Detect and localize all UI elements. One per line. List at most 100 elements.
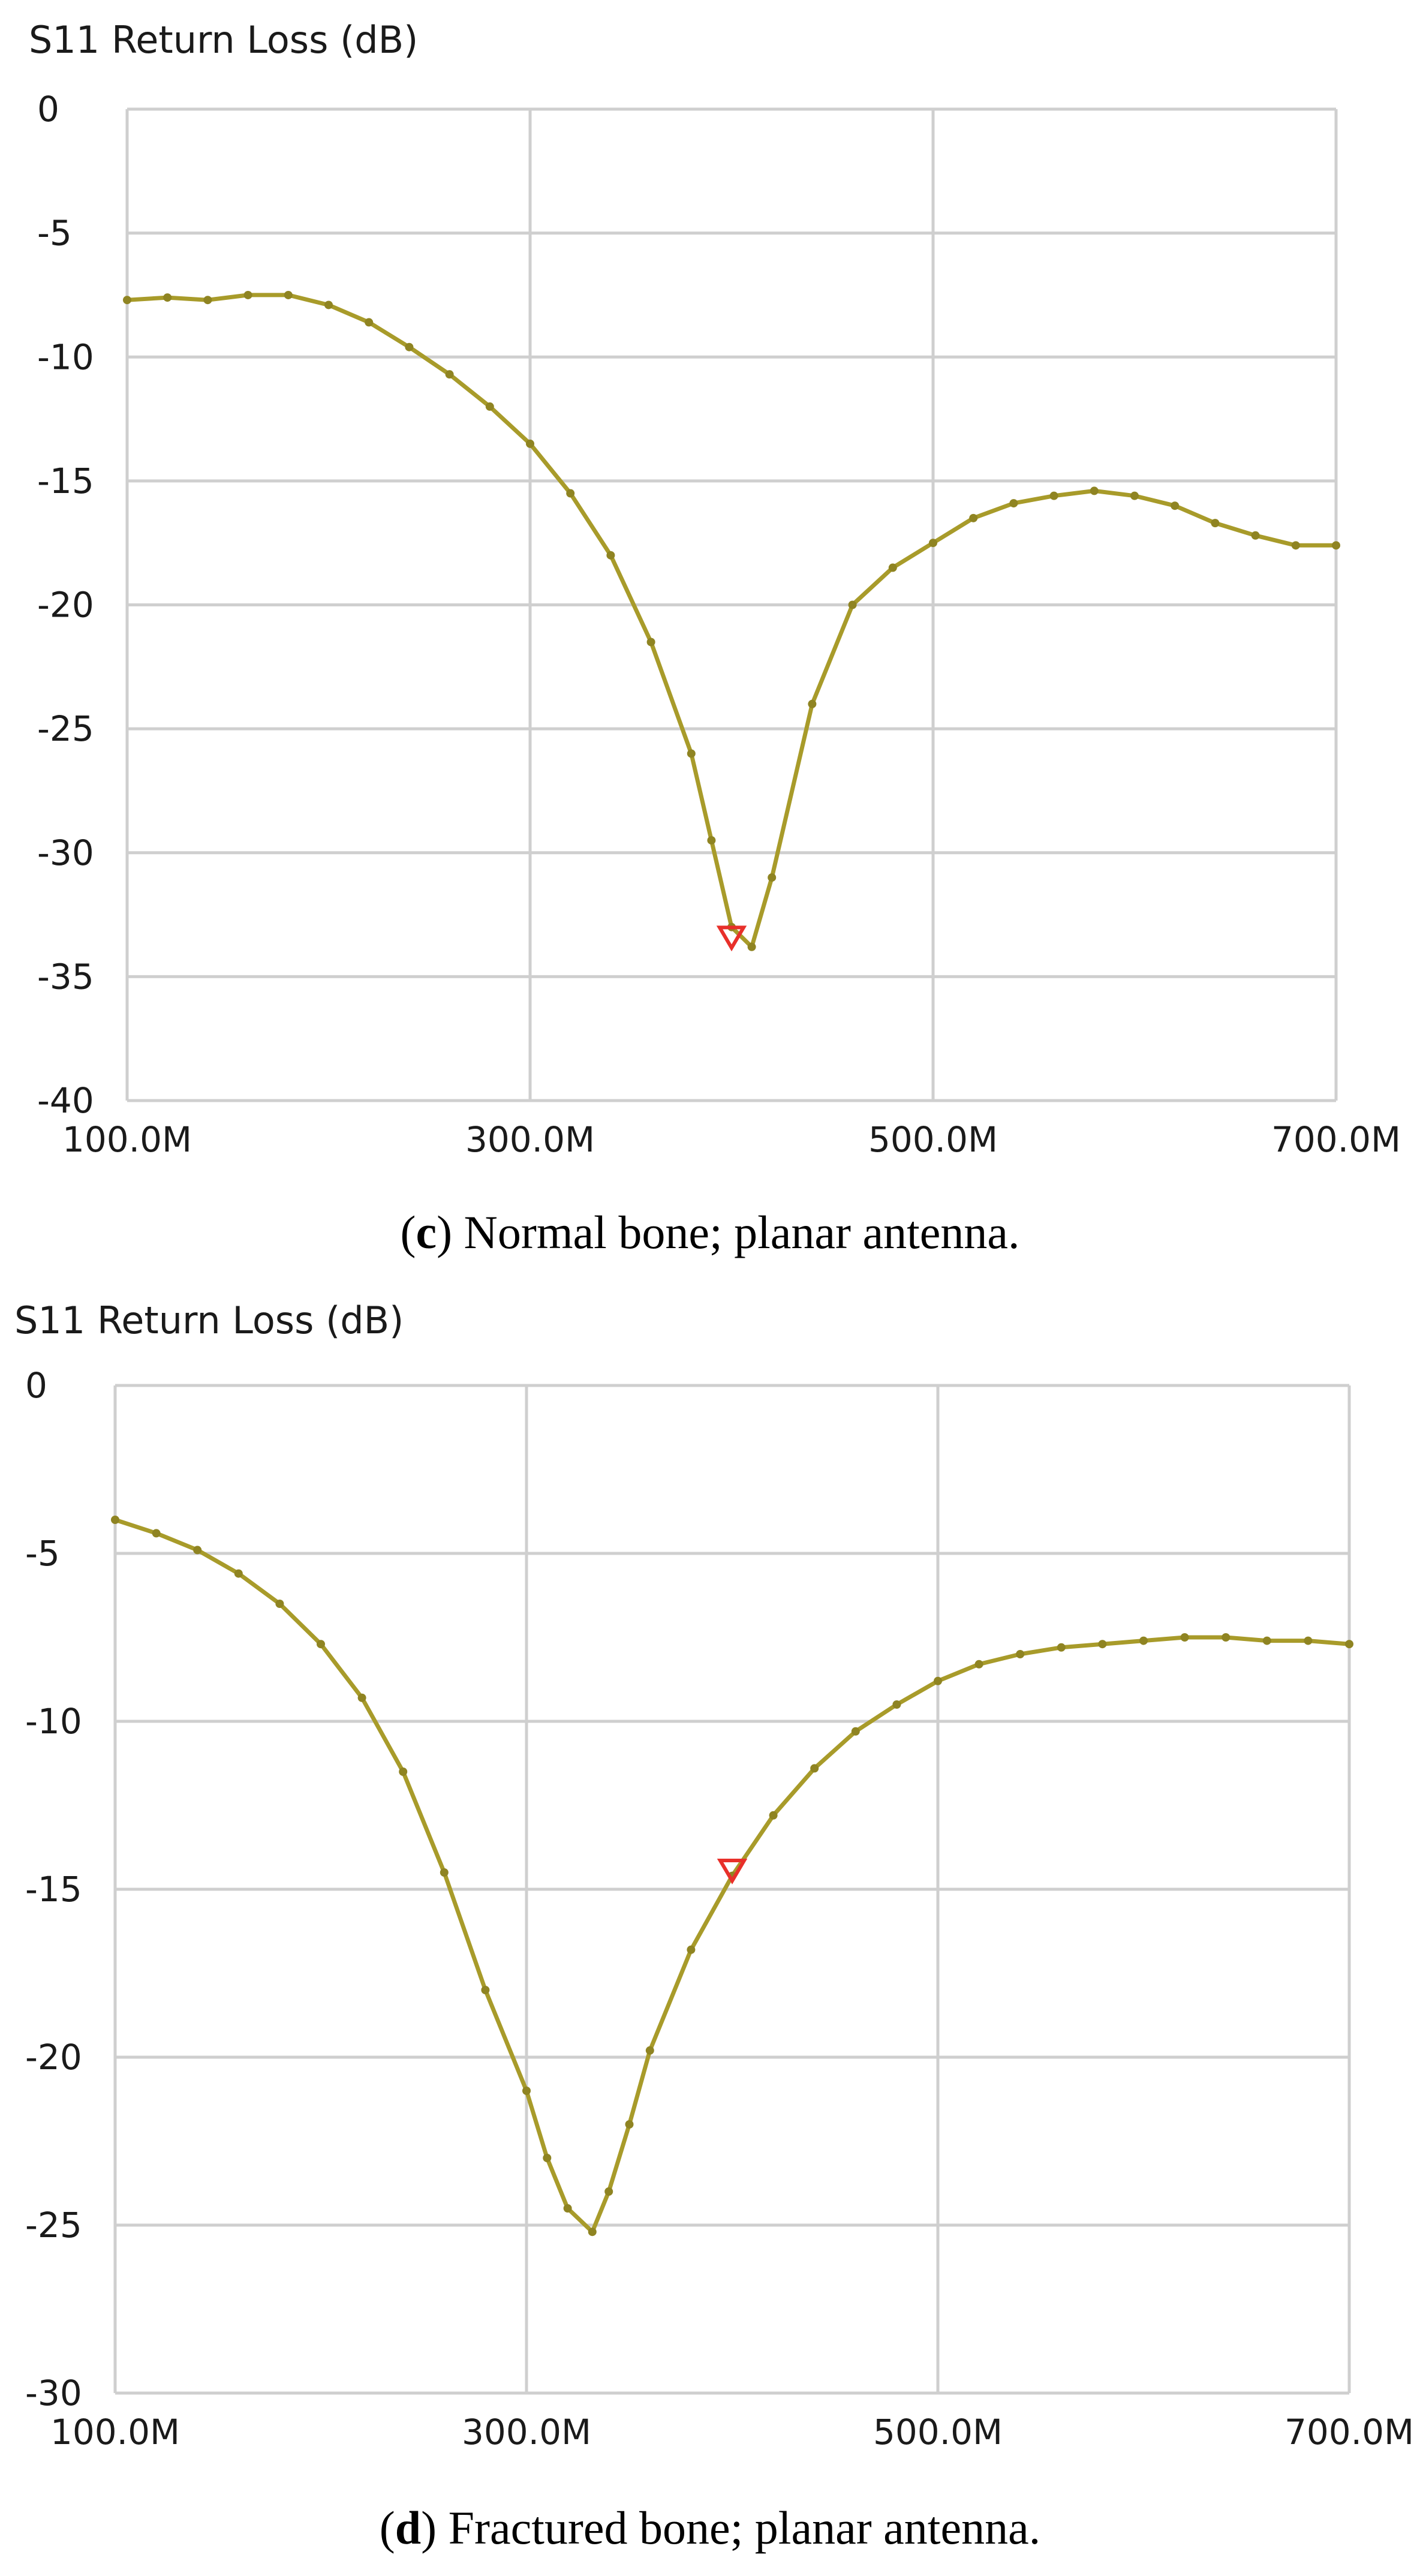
data-point (1262, 1636, 1271, 1645)
data-point (203, 296, 212, 305)
data-point (707, 836, 716, 845)
data-point (1211, 519, 1220, 528)
data-point (543, 2154, 552, 2162)
chart-panel-d: S11 Return Loss (dB) 0 -5 -10 -15 -20 -25 -30 1… (0, 1289, 1420, 2576)
data-point (1171, 501, 1180, 510)
y-tick-label: -10 (37, 336, 94, 377)
data-point (193, 1546, 202, 1555)
data-point (526, 439, 534, 448)
y-tick-label: -15 (25, 1869, 82, 1910)
x-tick-label: 100.0M (62, 1119, 192, 1160)
marker-triangle (716, 925, 747, 952)
caption-d: (d) Fractured bone; planar antenna. (379, 2502, 1041, 2554)
x-tick-label: 500.0M (873, 2412, 1003, 2452)
series-line (127, 293, 1336, 949)
x-tick-label: 700.0M (1271, 1119, 1401, 1160)
data-point (405, 342, 414, 351)
data-point (440, 1868, 449, 1877)
data-point (1332, 541, 1340, 550)
data-point (892, 1700, 901, 1709)
y-tick-label: 0 (25, 1365, 47, 1406)
caption-letter: d (395, 2502, 422, 2554)
data-point (275, 1600, 284, 1608)
data-point (152, 1529, 161, 1538)
data-point (357, 1693, 366, 1702)
data-point (768, 873, 777, 882)
data-point (1345, 1640, 1353, 1649)
data-point (645, 2046, 654, 2055)
data-point (606, 551, 615, 560)
y-tick-label: -35 (37, 956, 94, 997)
data-point (810, 1764, 819, 1773)
y-axis-title: S11 Return Loss (dB) (29, 18, 419, 62)
x-tick-label: 300.0M (462, 2412, 591, 2452)
data-point (687, 749, 696, 758)
data-point (934, 1676, 942, 1685)
data-point (687, 1945, 696, 1954)
data-point (324, 300, 333, 309)
data-point (747, 942, 756, 951)
data-point (1057, 1643, 1066, 1652)
y-tick-label: -20 (25, 2037, 82, 2078)
data-point (1291, 541, 1300, 550)
data-point (1251, 531, 1260, 540)
data-point (1130, 491, 1139, 500)
data-point (974, 1660, 983, 1669)
data-point (522, 2087, 531, 2095)
caption-text: ) Normal bone; planar antenna. (437, 1206, 1020, 1258)
y-tick-label: -25 (37, 708, 94, 749)
y-tick-label: -30 (25, 2373, 82, 2413)
marker-triangle (717, 1859, 748, 1884)
caption-text: ) Fractured bone; planar antenna. (421, 2502, 1041, 2554)
data-point (769, 1811, 778, 1820)
data-point (563, 2204, 572, 2213)
caption-c: (c) Normal bone; planar antenna. (400, 1206, 1020, 1258)
data-point (1304, 1636, 1313, 1645)
data-point (485, 402, 494, 411)
y-tick-label: -15 (37, 461, 94, 501)
y-tick-label: -10 (25, 1701, 82, 1742)
series-line (114, 1517, 1350, 2234)
data-point (1009, 499, 1018, 508)
data-point (1090, 486, 1099, 495)
data-point (1016, 1650, 1025, 1658)
data-point (1222, 1633, 1231, 1642)
data-point (929, 539, 937, 548)
x-tick-label: 500.0M (868, 1119, 998, 1160)
data-point (604, 2187, 613, 2196)
data-point (1180, 1633, 1189, 1642)
y-tick-label: -20 (37, 585, 94, 626)
data-point (481, 1986, 490, 1994)
data-point (851, 1727, 860, 1736)
data-point (1139, 1636, 1148, 1645)
data-point (163, 293, 172, 302)
caption-letter: c (416, 1206, 437, 1258)
data-point (625, 2120, 634, 2129)
data-point (588, 2228, 597, 2237)
y-tick-label: -5 (25, 1533, 60, 1574)
data-point (445, 370, 454, 379)
y-axis-title: S11 Return Loss (dB) (14, 1298, 404, 1342)
y-tick-label: -40 (37, 1080, 94, 1121)
y-tick-label: 0 (37, 89, 59, 130)
data-point (111, 1516, 119, 1524)
data-point (1049, 491, 1058, 500)
x-tick-label: 100.0M (50, 2412, 180, 2452)
data-point (969, 513, 978, 522)
data-point (284, 290, 293, 299)
data-point (399, 1768, 408, 1776)
data-point (848, 600, 857, 609)
data-point (888, 563, 897, 572)
data-point (808, 699, 817, 708)
data-point (566, 489, 575, 498)
data-point (243, 290, 252, 299)
data-point (646, 638, 655, 647)
data-point (365, 318, 374, 327)
x-tick-label: 700.0M (1284, 2412, 1414, 2452)
y-tick-label: -5 (37, 213, 72, 254)
y-tick-label: -30 (37, 832, 94, 873)
y-tick-label: -25 (25, 2205, 82, 2246)
chart-panel-c: S11 Return Loss (dB) 0 -5 -10 -15 -20 -25 -30 -… (29, 18, 1401, 1258)
